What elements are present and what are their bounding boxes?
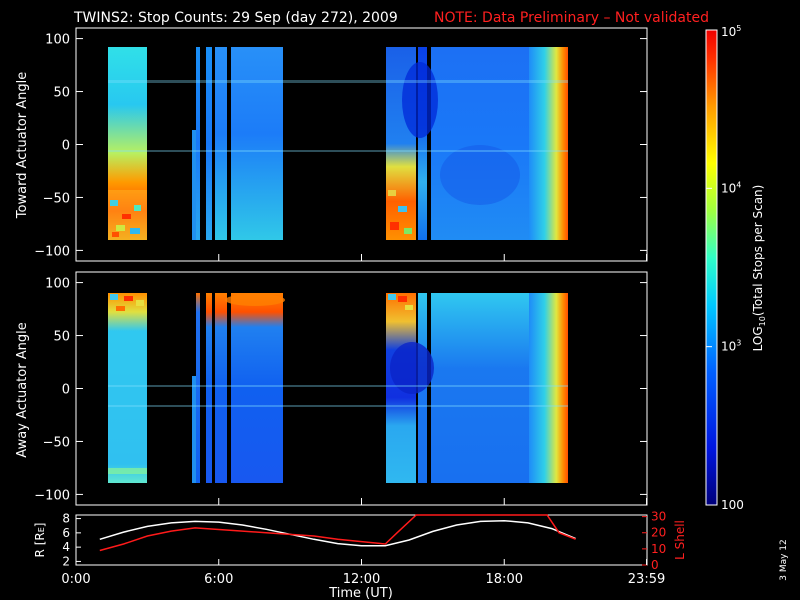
toward-low-region-2 <box>440 145 520 205</box>
toward-block-5d <box>529 47 568 240</box>
right-ytick-label: 30 <box>651 510 666 524</box>
chart-title: TWINS2: Stop Counts: 29 Sep (day 272), 2… <box>73 10 398 26</box>
ytick-label: 100 <box>45 33 70 48</box>
panel-toward: 100 50 0 −50 −100 Toward Actuator Angle <box>15 27 648 262</box>
toward-block-1-noise <box>108 190 147 240</box>
ytick-label: −50 <box>43 435 70 450</box>
ytick-label: −100 <box>34 244 70 259</box>
away-block-5d <box>529 293 568 483</box>
ytick-label: 50 <box>53 86 70 101</box>
toward-y-axis: 100 50 0 −50 −100 <box>34 33 648 261</box>
xtick-label: 12:00 <box>343 572 380 587</box>
toward-block-5c <box>431 47 529 240</box>
away-block-4b <box>231 293 283 483</box>
away-block-4a <box>215 293 227 483</box>
colorbar-ticks: 105 104 103 100 <box>706 24 744 512</box>
toward-ylabel: Toward Actuator Angle <box>15 72 30 219</box>
away-y-axis: 100 50 0 −50 −100 <box>34 277 648 505</box>
away-block-3 <box>206 293 212 483</box>
left-ytick-label: 4 <box>62 540 70 554</box>
left-ytick-label: 8 <box>62 512 70 526</box>
colorbar-tick-label: 103 <box>721 339 741 354</box>
series-l-shell <box>99 514 576 552</box>
right-ytick-label: 20 <box>651 526 666 540</box>
right-ytick-label: 10 <box>651 542 666 556</box>
away-block-2b <box>196 293 200 483</box>
ytick-label: −100 <box>34 488 70 503</box>
away-block-1-noise <box>108 294 147 474</box>
toward-block-4a <box>215 47 227 240</box>
away-block-2a <box>192 376 196 483</box>
xtick-label: 18:00 <box>486 572 523 587</box>
x-axis-label: Time (UT) <box>328 586 393 600</box>
away-ylabel: Away Actuator Angle <box>15 322 30 457</box>
right-ytick-label: 0 <box>651 558 659 572</box>
colorbar: 105 104 103 100 LOG10(Total Stops per Scan) <box>705 24 767 512</box>
ytick-label: 0 <box>62 383 70 398</box>
away-high-region <box>225 294 285 306</box>
colorbar-tick-label: 105 <box>721 24 741 39</box>
toward-block-4b <box>231 47 283 240</box>
left-ytick-label: 6 <box>62 526 70 540</box>
panel-away: 100 50 0 −50 −100 Away Actuator Angle <box>15 271 648 506</box>
series-r <box>99 519 576 547</box>
xtick-label: 0:00 <box>61 572 90 587</box>
colorbar-tick-label: 100 <box>721 498 744 512</box>
colorbar-tick-label: 104 <box>721 180 741 195</box>
ytick-label: 100 <box>45 277 70 292</box>
xtick-label: 6:00 <box>204 572 233 587</box>
away-block-1 <box>108 293 147 483</box>
toward-block-2a <box>192 130 196 240</box>
colorbar-label: LOG10(Total Stops per Scan) <box>751 185 767 352</box>
left-ytick-label: 2 <box>62 554 70 568</box>
toward-block-2b <box>196 47 200 240</box>
ytick-label: −50 <box>43 191 70 206</box>
chart-note: NOTE: Data Preliminary – Not validated <box>434 10 709 26</box>
ephemeris-lines <box>99 514 576 552</box>
xtick-label: 23:59 <box>628 572 665 587</box>
toward-streaks <box>108 80 568 152</box>
toward-block-3 <box>206 47 212 240</box>
datestamp: 3 May 12 <box>779 539 789 581</box>
away-low-region <box>390 342 434 394</box>
toward-block-5b <box>418 47 427 240</box>
ytick-label: 0 <box>62 139 70 154</box>
panel-ephemeris-frame <box>75 514 648 566</box>
colorbar-gradient <box>705 29 718 506</box>
away-block-5a-noise <box>388 294 413 310</box>
ephemeris-ylabel-right: L Shell <box>673 520 687 560</box>
away-streaks <box>108 385 568 407</box>
away-block-5c <box>431 293 529 483</box>
toward-block-5a-noise <box>388 190 412 234</box>
ephemeris-ylabel-left: R [RE] <box>33 523 47 558</box>
toward-low-region <box>402 62 438 138</box>
ytick-label: 50 <box>53 330 70 345</box>
